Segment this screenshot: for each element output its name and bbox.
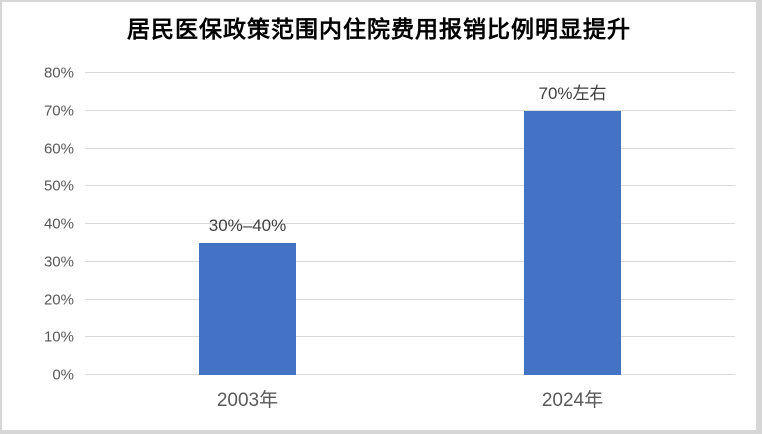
bar-2024年 (524, 110, 621, 375)
y-tick-label: 20% (43, 291, 74, 308)
gridline (85, 336, 735, 338)
gridline (85, 185, 735, 187)
bar-value-label: 70%左右 (538, 83, 607, 103)
y-tick-label: 10% (43, 328, 74, 346)
gridline (85, 298, 735, 300)
y-axis: 0% 10% 20% 30% 40% 50% 60% 70% 80% (2, 65, 74, 384)
gridline (85, 374, 735, 375)
y-tick-label: 0% (52, 366, 74, 384)
y-tick-label: 80% (43, 64, 74, 82)
gridline (85, 109, 735, 111)
x-tick-label: 2024年 (541, 390, 604, 411)
gridline (85, 223, 735, 224)
gridline (85, 72, 735, 73)
chart-title: 居民医保政策范围内住院费用报销比例明显提升 (127, 16, 631, 42)
gridline (85, 147, 735, 149)
bar-value-label: 30%–40% (208, 215, 287, 235)
gridline (85, 260, 735, 262)
x-tick-label: 2003年 (216, 390, 279, 411)
y-tick-label: 60% (43, 140, 74, 157)
plot-area: 30%–40% 70%左右 (85, 72, 735, 375)
y-tick-label: 70% (43, 102, 74, 120)
y-tick-label: 30% (43, 253, 74, 271)
y-tick-label: 40% (43, 215, 74, 233)
x-axis: 2003年 2024年 (85, 383, 735, 411)
bar-2003年 (199, 242, 296, 375)
y-tick-label: 50% (43, 177, 74, 195)
